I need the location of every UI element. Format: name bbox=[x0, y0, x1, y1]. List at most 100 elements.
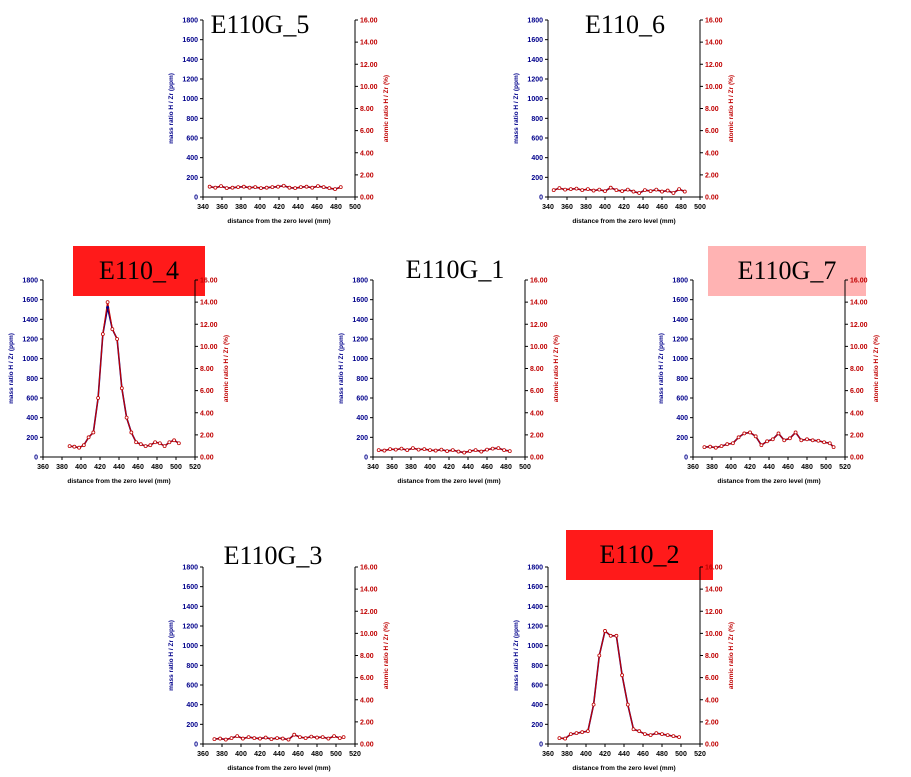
x-tick-label: 420 bbox=[744, 464, 756, 471]
atomic-ratio-point bbox=[148, 443, 153, 448]
atomic-ratio-point bbox=[280, 736, 285, 741]
atomic-ratio-point bbox=[124, 415, 129, 420]
x-tick-label: 360 bbox=[386, 464, 398, 471]
x-tick-label: 380 bbox=[561, 751, 573, 758]
atomic-ratio-point bbox=[253, 185, 258, 190]
atomic-ratio-point bbox=[625, 187, 630, 192]
y2-tick-label: 10.00 bbox=[705, 631, 723, 638]
atomic-ratio-point bbox=[303, 736, 308, 741]
atomic-ratio-point bbox=[320, 735, 325, 740]
atomic-ratio-point bbox=[614, 188, 619, 193]
atomic-ratio-point bbox=[580, 188, 585, 193]
y2-tick-label: 2.00 bbox=[705, 719, 719, 726]
y2-tick-label: 10.00 bbox=[850, 344, 868, 351]
y-tick-label: 400 bbox=[186, 702, 198, 709]
atomic-ratio-point bbox=[748, 430, 752, 435]
y-tick-label: 0 bbox=[684, 455, 688, 462]
x-tick-label: 500 bbox=[170, 464, 182, 471]
atomic-ratio-point bbox=[310, 185, 315, 190]
y2-tick-label: 6.00 bbox=[850, 388, 864, 395]
atomic-ratio-point bbox=[333, 187, 337, 192]
y-tick-label: 1000 bbox=[182, 96, 198, 103]
atomic-ratio-point bbox=[574, 731, 579, 736]
y-axis-label: mass ratio H / Zr (ppm) bbox=[513, 620, 520, 691]
x-tick-label: 460 bbox=[132, 464, 144, 471]
y2-tick-label: 6.00 bbox=[200, 388, 214, 395]
atomic-ratio-point bbox=[230, 185, 235, 190]
y2-axis-label: atomic ratio H / Zr (%) bbox=[728, 75, 735, 142]
atomic-ratio-point bbox=[671, 191, 676, 195]
y2-tick-label: 12.00 bbox=[705, 609, 723, 616]
y2-tick-label: 12.00 bbox=[850, 322, 868, 329]
y-tick-label: 1000 bbox=[527, 643, 543, 650]
atomic-ratio-point bbox=[637, 191, 642, 195]
x-tick-label: 420 bbox=[254, 751, 266, 758]
y2-tick-label: 8.00 bbox=[850, 366, 864, 373]
x-tick-label: 460 bbox=[481, 464, 493, 471]
atomic-ratio-point bbox=[568, 732, 573, 737]
atomic-ratio-point bbox=[229, 736, 234, 741]
atomic-ratio-point bbox=[742, 431, 747, 436]
atomic-ratio-point bbox=[153, 440, 158, 445]
x-tick-label: 340 bbox=[367, 464, 379, 471]
atomic-ratio-point bbox=[91, 430, 96, 435]
x-axis-label: distance from the zero level (mm) bbox=[397, 478, 500, 485]
atomic-ratio-point bbox=[759, 443, 764, 448]
chart-panel: 340 360 380 400 420 440 460 480 500 0 200 400 600 800… bbox=[165, 10, 395, 230]
y2-tick-label: 4.00 bbox=[360, 150, 374, 157]
y-tick-label: 400 bbox=[531, 155, 543, 162]
y2-tick-label: 16.00 bbox=[360, 18, 378, 25]
x-axis-label: distance from the zero level (mm) bbox=[572, 218, 675, 225]
atomic-ratio-point bbox=[765, 439, 769, 444]
y-tick-label: 1800 bbox=[672, 278, 688, 285]
x-tick-label: 440 bbox=[763, 464, 775, 471]
atomic-ratio-point bbox=[822, 440, 827, 445]
atomic-ratio-point bbox=[805, 437, 809, 442]
y2-tick-label: 12.00 bbox=[360, 609, 378, 616]
y-tick-label: 600 bbox=[531, 136, 543, 143]
atomic-ratio-point bbox=[213, 185, 218, 190]
atomic-ratio-point bbox=[433, 448, 438, 453]
y2-tick-label: 0.00 bbox=[705, 195, 719, 202]
atomic-ratio-point bbox=[580, 730, 585, 735]
x-axis-label: distance from the zero level (mm) bbox=[717, 478, 820, 485]
y2-tick-label: 0.00 bbox=[705, 742, 719, 749]
atomic-ratio-point bbox=[793, 430, 798, 435]
chart-title: E110G_3 bbox=[223, 541, 323, 570]
chart-title: E110G_5 bbox=[210, 10, 310, 39]
atomic-ratio-point bbox=[218, 736, 222, 741]
y2-tick-label: 2.00 bbox=[360, 719, 374, 726]
x-tick-label: 380 bbox=[216, 751, 228, 758]
atomic-ratio-point bbox=[316, 184, 320, 189]
y-tick-label: 1000 bbox=[352, 356, 368, 363]
y-tick-label: 1400 bbox=[182, 604, 198, 611]
y2-tick-label: 6.00 bbox=[360, 675, 374, 682]
atomic-ratio-point bbox=[654, 731, 659, 736]
atomic-ratio-point bbox=[445, 449, 449, 454]
x-tick-label: 500 bbox=[675, 751, 687, 758]
y-tick-label: 200 bbox=[186, 722, 198, 729]
x-tick-label: 380 bbox=[56, 464, 68, 471]
chart-title: E110G_1 bbox=[405, 255, 505, 284]
atomic-ratio-point bbox=[315, 735, 319, 740]
x-tick-label: 400 bbox=[725, 464, 737, 471]
y2-axis-label: atomic ratio H / Zr (%) bbox=[873, 335, 880, 402]
atomic-ratio-point bbox=[557, 186, 562, 191]
y-tick-label: 1600 bbox=[352, 297, 368, 304]
atomic-ratio-point bbox=[326, 736, 331, 741]
atomic-ratio-point bbox=[439, 447, 444, 452]
x-tick-label: 520 bbox=[839, 464, 851, 471]
y-tick-label: 1000 bbox=[527, 96, 543, 103]
y-tick-label: 1200 bbox=[182, 624, 198, 631]
atomic-ratio-point bbox=[327, 186, 332, 191]
x-tick-label: 380 bbox=[235, 204, 247, 211]
y-tick-label: 400 bbox=[676, 415, 688, 422]
series-line-mass-ratio bbox=[559, 629, 680, 740]
x-tick-label: 440 bbox=[637, 204, 649, 211]
atomic-ratio-point bbox=[293, 186, 298, 191]
atomic-ratio-point bbox=[259, 186, 263, 191]
atomic-ratio-point bbox=[660, 732, 664, 737]
x-tick-label: 360 bbox=[216, 204, 228, 211]
chart-panel: 340 360 380 400 420 440 460 480 500 0 200 400 600 800… bbox=[335, 270, 565, 490]
y2-tick-label: 14.00 bbox=[360, 587, 378, 594]
